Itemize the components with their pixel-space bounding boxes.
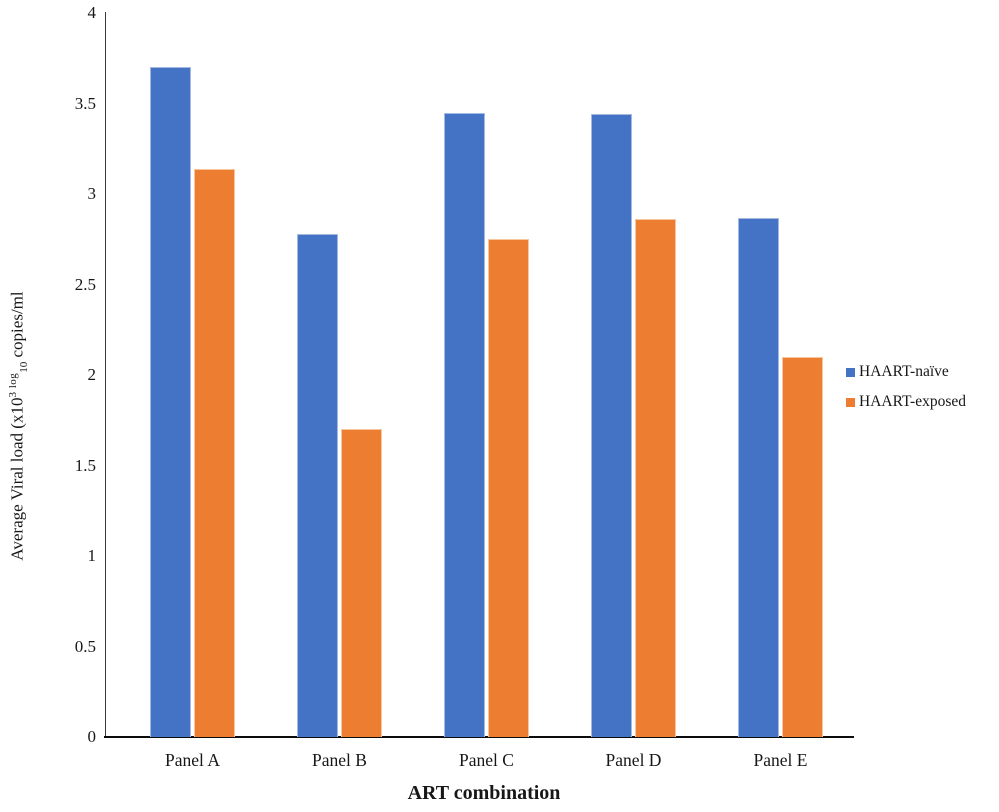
- bar-panel-c-haart-exposed: [488, 239, 529, 737]
- bar-panel-a-haart-na-ve: [150, 67, 191, 737]
- y-axis-line: [104, 12, 106, 737]
- bar-panel-b-haart-exposed: [341, 429, 382, 737]
- x-category-label-panel-a: Panel A: [165, 750, 220, 770]
- y-tick-label-1-5: 1.5: [74, 455, 96, 475]
- x-category-label-panel-b: Panel B: [312, 750, 367, 770]
- legend-label-haart-exposed: HAART-exposed: [859, 393, 966, 410]
- y-axis-title-subscript: 10: [18, 361, 31, 373]
- y-tick-label-0: 0: [87, 727, 97, 746]
- bar-panel-a-haart-exposed: [194, 168, 235, 737]
- x-axis-title: ART combination: [407, 782, 561, 804]
- bar-panel-d-haart-na-ve: [591, 114, 632, 737]
- y-tick-label-2-5: 2.5: [74, 274, 96, 294]
- y-tick-label-0-5: 0.5: [74, 636, 96, 656]
- bar-panel-e-haart-exposed: [782, 356, 823, 737]
- y-axis-title-suffix: copies/ml: [7, 291, 27, 362]
- x-category-label-panel-c: Panel C: [459, 750, 514, 770]
- legend-item-haart-naive: HAART-naïve: [846, 362, 966, 382]
- x-category-label-panel-e: Panel E: [753, 750, 808, 770]
- bar-panel-d-haart-exposed: [635, 219, 676, 737]
- y-tick-label-1: 1: [87, 546, 97, 565]
- bar-panel-e-haart-na-ve: [738, 217, 779, 737]
- y-tick-label-2: 2: [87, 365, 97, 384]
- bar-panel-c-haart-na-ve: [444, 112, 485, 737]
- y-axis-title: Average Viral load (x103 log10 copies/ml: [7, 216, 31, 636]
- legend: HAART-naïve HAART-exposed: [846, 362, 966, 412]
- x-category-label-panel-d: Panel D: [605, 750, 662, 770]
- bar-panel-b-haart-na-ve: [297, 233, 338, 737]
- y-tick-label-4: 4: [87, 3, 97, 22]
- y-tick-label-3-5: 3.5: [74, 93, 96, 113]
- y-tick-label-3: 3: [87, 184, 97, 203]
- y-axis-title-superscript: 3 log: [7, 372, 19, 398]
- legend-swatch-haart-naive-icon: [846, 367, 855, 377]
- legend-swatch-haart-exposed-icon: [846, 397, 855, 407]
- legend-label-haart-naive: HAART-naïve: [859, 363, 949, 380]
- y-axis-title-prefix: Average Viral load (x10: [7, 397, 27, 561]
- legend-item-haart-exposed: HAART-exposed: [846, 392, 966, 412]
